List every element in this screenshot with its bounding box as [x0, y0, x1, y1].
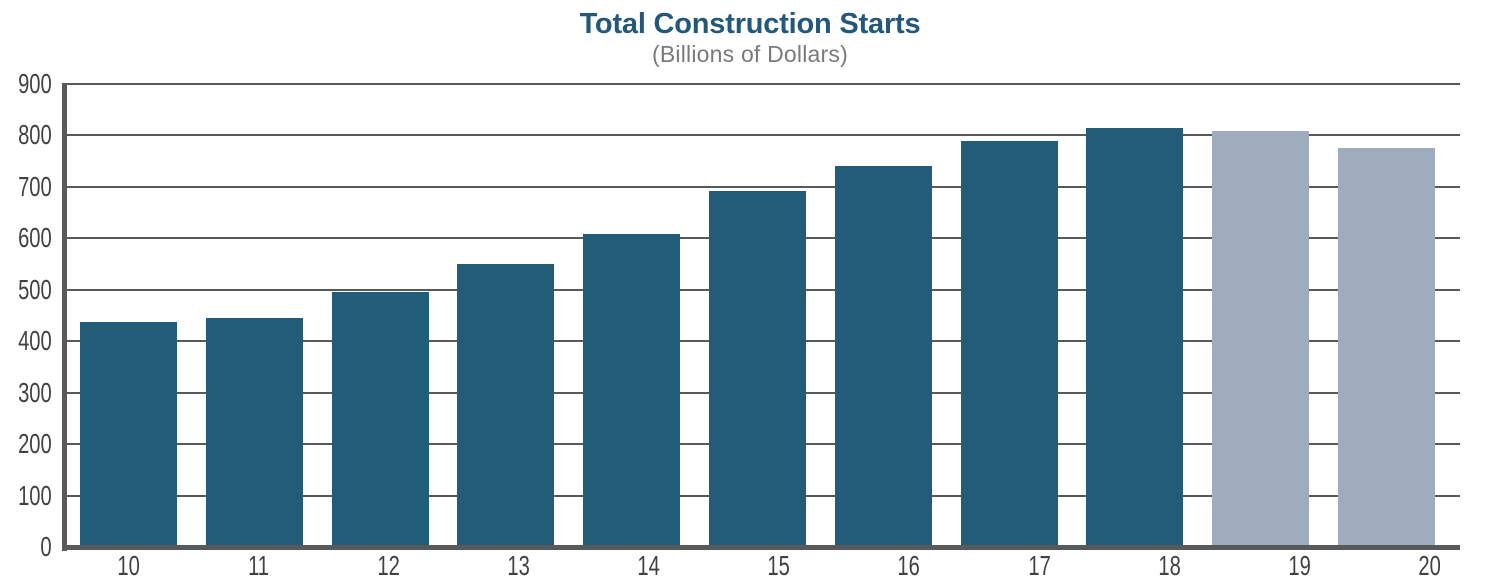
x-axis-line — [62, 545, 1460, 550]
x-slot-17: 17 — [991, 552, 1088, 580]
bar-11 — [205, 318, 303, 547]
x-tick-label-16: 16 — [897, 550, 921, 581]
chart-title: Total Construction Starts — [579, 8, 921, 40]
x-slot-19: 19 — [1251, 552, 1348, 580]
x-tick-label-10: 10 — [117, 550, 140, 581]
bar-series — [62, 84, 1460, 547]
x-tick-label-20: 20 — [1418, 550, 1441, 581]
bar-16 — [834, 166, 932, 547]
x-tick-label-11: 11 — [248, 550, 270, 581]
y-tick-label-600: 600 — [18, 222, 52, 254]
chart-subtitle: (Billions of Dollars) — [652, 41, 848, 68]
x-tick-label-18: 18 — [1158, 550, 1181, 581]
x-axis-tick-labels: 10 11 12 13 14 15 16 17 18 19 20 — [62, 552, 1500, 580]
y-tick-label-900: 900 — [18, 68, 52, 99]
plot-area — [62, 83, 1460, 551]
bar-12 — [331, 291, 429, 547]
gridline-700 — [62, 185, 1460, 188]
x-tick-label-13: 13 — [507, 550, 530, 581]
x-slot-20: 20 — [1381, 552, 1478, 580]
y-tick-label-100: 100 — [18, 479, 52, 511]
x-slot-14: 14 — [600, 552, 697, 580]
y-tick-label-800: 800 — [18, 119, 52, 151]
x-slot-11: 11 — [210, 552, 307, 580]
chart-header: Total Construction Starts (Billions of D… — [0, 8, 1500, 68]
x-tick-label-19: 19 — [1288, 550, 1311, 581]
x-slot-15: 15 — [730, 552, 827, 580]
y-axis-tick-labels: 0 100 200 300 400 500 600 700 800 900 — [0, 70, 52, 561]
y-tick-label-200: 200 — [18, 428, 52, 460]
x-slot-12: 12 — [340, 552, 437, 580]
y-tick-label-700: 700 — [18, 170, 52, 202]
x-tick-label-12: 12 — [377, 550, 400, 581]
x-tick-label-17: 17 — [1027, 550, 1051, 581]
bar-13 — [457, 264, 555, 547]
y-tick-label-0: 0 — [40, 531, 52, 562]
x-slot-13: 13 — [470, 552, 567, 580]
gridline-900 — [62, 83, 1460, 85]
x-slot-10: 10 — [80, 552, 177, 580]
bar-10 — [80, 322, 177, 547]
x-tick-label-15: 15 — [767, 550, 791, 581]
bar-19 — [1212, 131, 1310, 547]
gridline-800 — [62, 134, 1460, 137]
bar-14 — [583, 234, 681, 547]
bar-15 — [708, 191, 806, 547]
y-tick-label-400: 400 — [18, 325, 52, 357]
bar-20 — [1337, 147, 1435, 547]
bar-17 — [960, 140, 1058, 547]
x-tick-label-14: 14 — [637, 550, 661, 581]
y-tick-label-300: 300 — [18, 376, 52, 408]
y-tick-label-500: 500 — [18, 273, 52, 305]
x-slot-16: 16 — [861, 552, 958, 580]
bar-18 — [1086, 127, 1184, 547]
y-axis-line — [62, 83, 67, 551]
x-slot-18: 18 — [1121, 552, 1218, 580]
